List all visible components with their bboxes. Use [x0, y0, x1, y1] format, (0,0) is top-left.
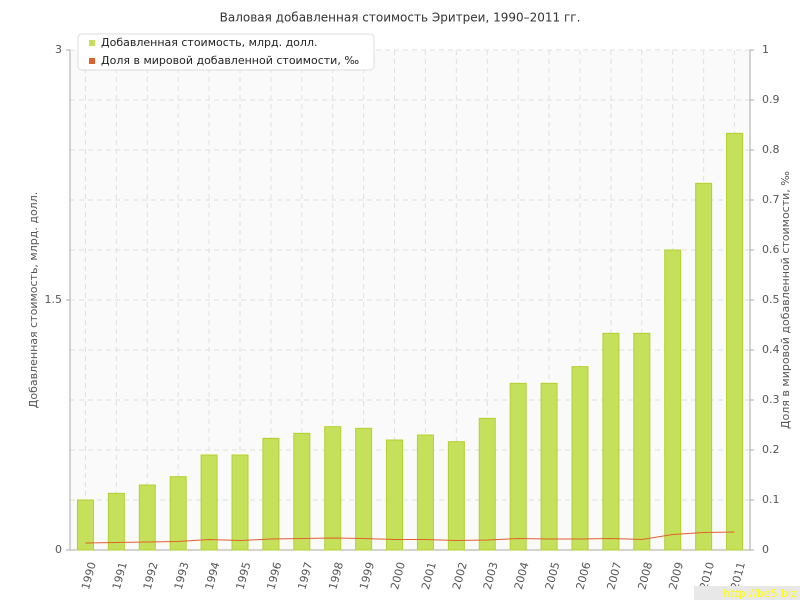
bar [447, 441, 465, 551]
watermark-bg [694, 586, 800, 600]
x-tick-label: 2008 [635, 561, 655, 591]
x-tick-label: 2004 [512, 561, 532, 591]
x-tick-label: 1990 [79, 561, 99, 591]
y2-tick-label: 0.1 [762, 493, 780, 506]
bar [571, 366, 589, 551]
x-tick-label: 2000 [388, 561, 408, 591]
bar [386, 439, 404, 551]
bar [695, 182, 713, 551]
bar [509, 382, 527, 551]
x-tick-label: 1993 [172, 561, 192, 591]
bar [76, 499, 94, 551]
x-tick-label: 1999 [357, 561, 377, 591]
y-tick-label: 0 [55, 543, 62, 556]
x-tick-label: 1997 [295, 561, 315, 591]
x-tick-label: 1998 [326, 561, 346, 591]
bar [324, 426, 342, 551]
x-tick-label: 1994 [203, 561, 223, 591]
y2-tick-label: 0.4 [762, 343, 780, 356]
y-tick-label: 3 [55, 43, 62, 56]
y2-axis-label: Доля в мировой добавленной стоимости, ‰ [779, 171, 792, 429]
legend-marker [89, 58, 95, 64]
x-tick-label: 1995 [234, 561, 254, 591]
y2-tick-label: 0.7 [762, 193, 780, 206]
bar [602, 332, 620, 551]
legend-label: Добавленная стоимость, млрд. долл. [101, 36, 317, 49]
y2-tick-label: 0.6 [762, 243, 780, 256]
y2-tick-label: 0.2 [762, 443, 780, 456]
bar [262, 437, 280, 551]
x-tick-label: 1991 [110, 561, 130, 591]
y2-tick-label: 0 [762, 543, 769, 556]
x-tick-label: 2005 [543, 561, 563, 591]
x-tick-label: 1992 [141, 561, 161, 591]
y-tick-label: 1.5 [45, 293, 63, 306]
chart-title: Валовая добавленная стоимость Эритреи, 1… [220, 11, 581, 25]
bar [293, 432, 311, 551]
bar [231, 454, 249, 551]
bar [355, 427, 373, 551]
x-tick-label: 2009 [666, 561, 686, 591]
x-tick-label: 1996 [265, 561, 285, 591]
legend-marker [89, 40, 95, 46]
x-tick-label: 2007 [605, 561, 625, 591]
x-tick-label: 2003 [481, 561, 501, 591]
x-tick-label: 2002 [450, 561, 470, 591]
legend: Добавленная стоимость, млрд. долл. Доля в… [77, 33, 375, 71]
y2-tick-label: 0.8 [762, 143, 780, 156]
x-tick-label: 2006 [574, 561, 594, 591]
bar [540, 382, 558, 551]
bar [107, 492, 125, 551]
y2-tick-label: 0.3 [762, 393, 780, 406]
bar [478, 417, 496, 551]
bar [726, 132, 744, 551]
legend-box [77, 33, 375, 71]
y2-tick-label: 1 [762, 43, 769, 56]
watermark: http://be5.biz [723, 587, 797, 600]
bar [138, 484, 156, 551]
legend-label: Доля в мировой добавленной стоимости, ‰ [101, 54, 359, 67]
line [85, 531, 735, 544]
bar [664, 249, 682, 551]
bar [633, 332, 651, 551]
bar [200, 454, 218, 551]
x-tick-label: 2001 [419, 561, 439, 591]
bar [169, 476, 187, 551]
y2-tick-label: 0.9 [762, 93, 780, 106]
y-axis-label: Добавленная стоимость, млрд. долл. [27, 192, 40, 408]
bar [416, 434, 434, 551]
y2-tick-label: 0.5 [762, 293, 780, 306]
